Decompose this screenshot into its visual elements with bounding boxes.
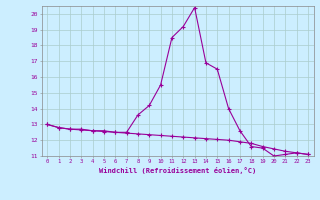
X-axis label: Windchill (Refroidissement éolien,°C): Windchill (Refroidissement éolien,°C) [99, 167, 256, 174]
